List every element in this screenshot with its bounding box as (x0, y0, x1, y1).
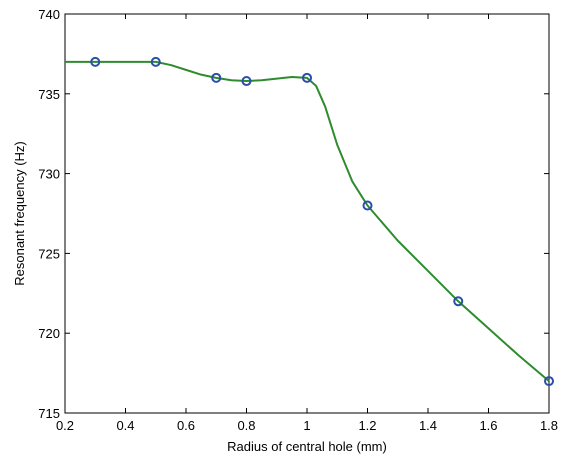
y-tick-label: 725 (38, 246, 60, 261)
x-axis-ticks: 0.2 0.4 0.6 0.8 1 1.2 1.4 1.6 1.8 (56, 14, 558, 433)
data-point-marker (241, 76, 252, 87)
data-point-marker (90, 56, 101, 67)
x-axis-label: Radius of central hole (mm) (227, 439, 387, 454)
y-tick-label: 730 (38, 167, 60, 182)
y-tick-label: 740 (38, 7, 60, 22)
data-point-marker (544, 376, 554, 387)
data-point-marker (211, 72, 222, 83)
data-point-marker (302, 72, 312, 83)
y-axis-label: Resonant frequency (Hz) (12, 141, 27, 286)
y-tick-label: 720 (38, 326, 60, 341)
x-tick-label: 0.2 (56, 418, 74, 433)
x-tick-label: 1.6 (479, 418, 497, 433)
x-tick-label: 1.4 (419, 418, 437, 433)
x-tick-label: 0.4 (116, 418, 134, 433)
plot-area (64, 13, 550, 414)
y-axis-ticks: 715 720 725 730 735 740 (38, 7, 549, 421)
y-tick-label: 735 (38, 87, 60, 102)
x-tick-label: 0.6 (177, 418, 195, 433)
data-point-marker (150, 56, 161, 67)
x-tick-label: 1.2 (358, 418, 376, 433)
x-tick-label: 1.8 (540, 418, 558, 433)
series-line (65, 60, 550, 382)
data-point-marker (362, 200, 373, 211)
data-point-marker (453, 296, 464, 307)
y-tick-label: 715 (38, 406, 60, 421)
x-tick-label: 0.8 (237, 418, 255, 433)
x-tick-label: 1 (303, 418, 310, 433)
series-layer (65, 56, 554, 387)
